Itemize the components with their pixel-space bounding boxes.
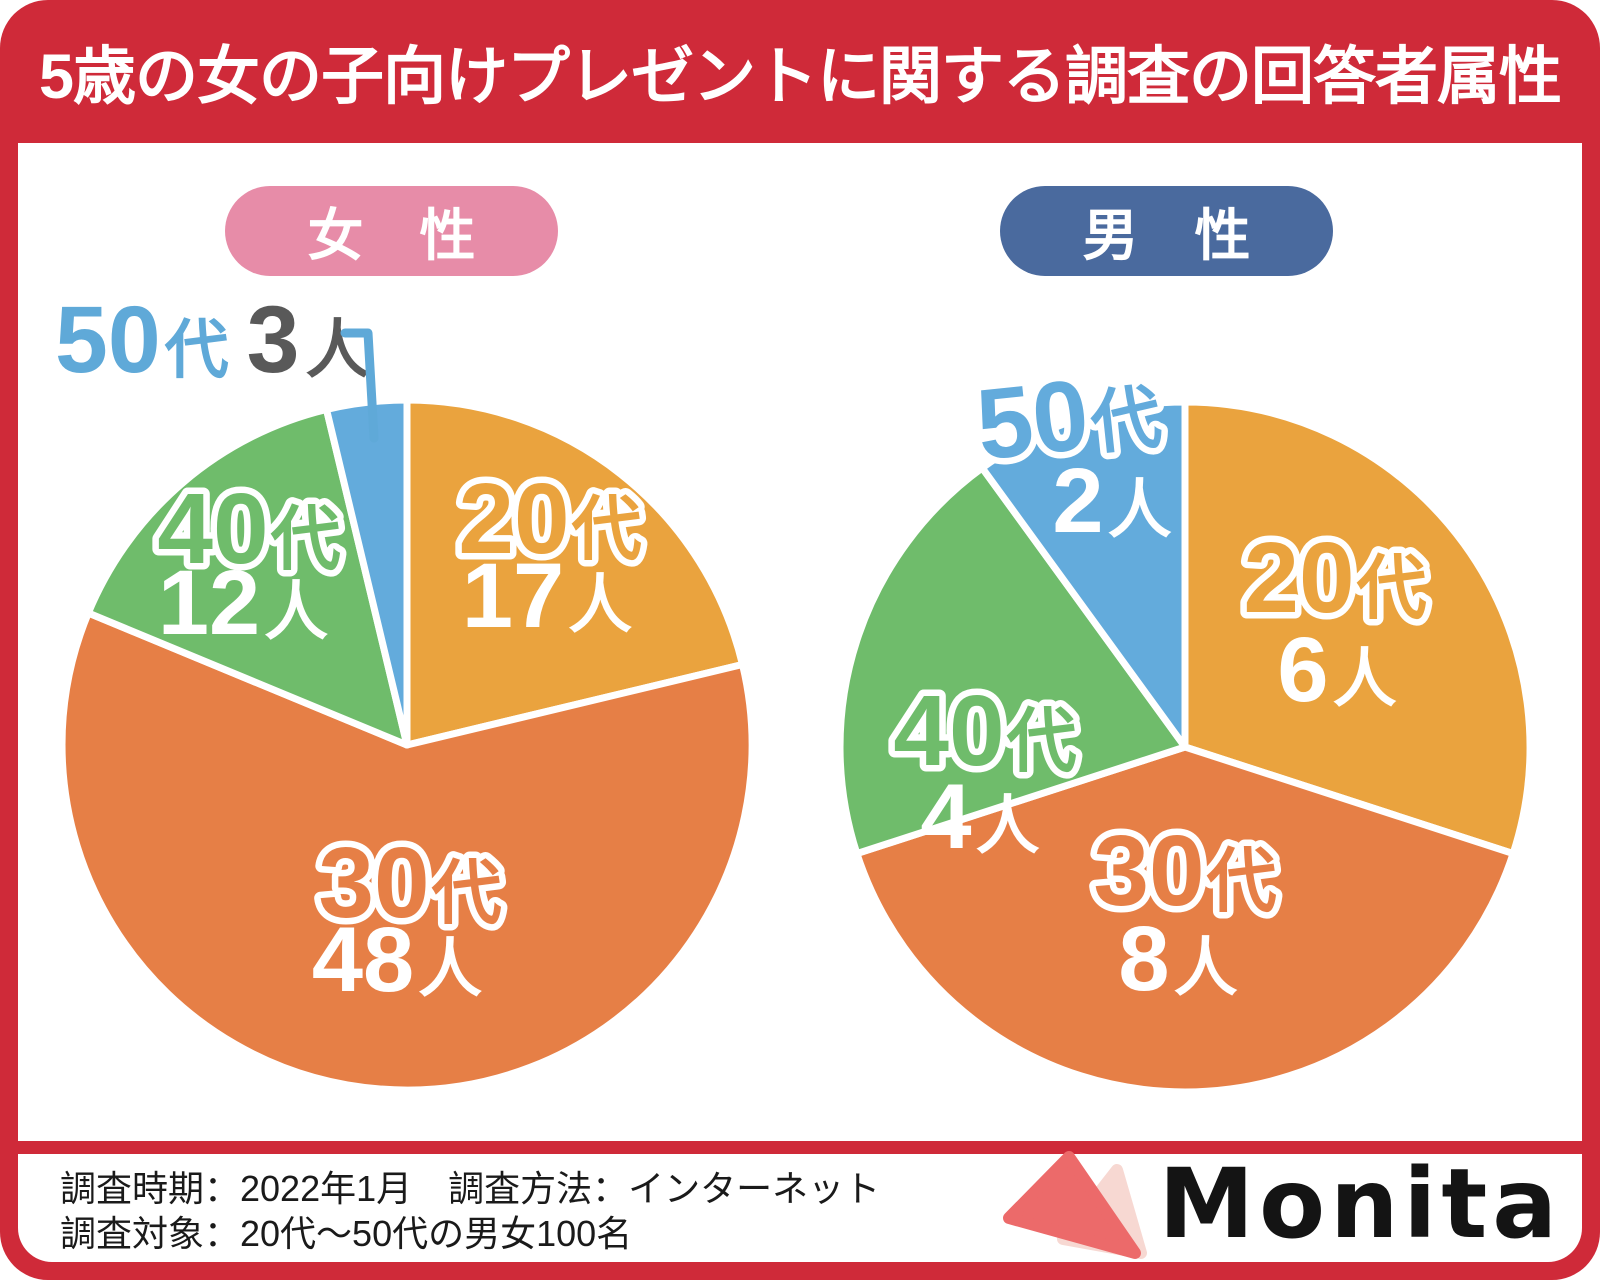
male-group-badge: 男 性 (1000, 186, 1333, 276)
monita-logo-text: Monita (1158, 1148, 1562, 1260)
monita-logo: Monita (1001, 1148, 1562, 1260)
survey-notes: 調査時期：2022年1月 調査方法：インターネット 調査対象：20代～50代の男… (60, 1166, 880, 1256)
footer-panel (18, 1154, 1582, 1262)
main-panel (18, 143, 1582, 1141)
male-badge-label: 男 性 (1082, 203, 1251, 267)
survey-note-line2: 調査対象：20代～50代の男女100名 (60, 1213, 633, 1254)
female-badge-label: 女 性 (307, 203, 476, 267)
monita-logo-icon (1002, 1150, 1147, 1259)
survey-note-line1: 調査時期：2022年1月 調査方法：インターネット (60, 1168, 881, 1209)
logo-triangle-coral (1008, 1156, 1135, 1253)
logo-triangle-coral-outline (1002, 1150, 1141, 1259)
page-title: 5歳の女の子向けプレゼントに関する調査の回答者属性 (38, 42, 1562, 112)
female-group-badge: 女 性 (225, 186, 558, 276)
